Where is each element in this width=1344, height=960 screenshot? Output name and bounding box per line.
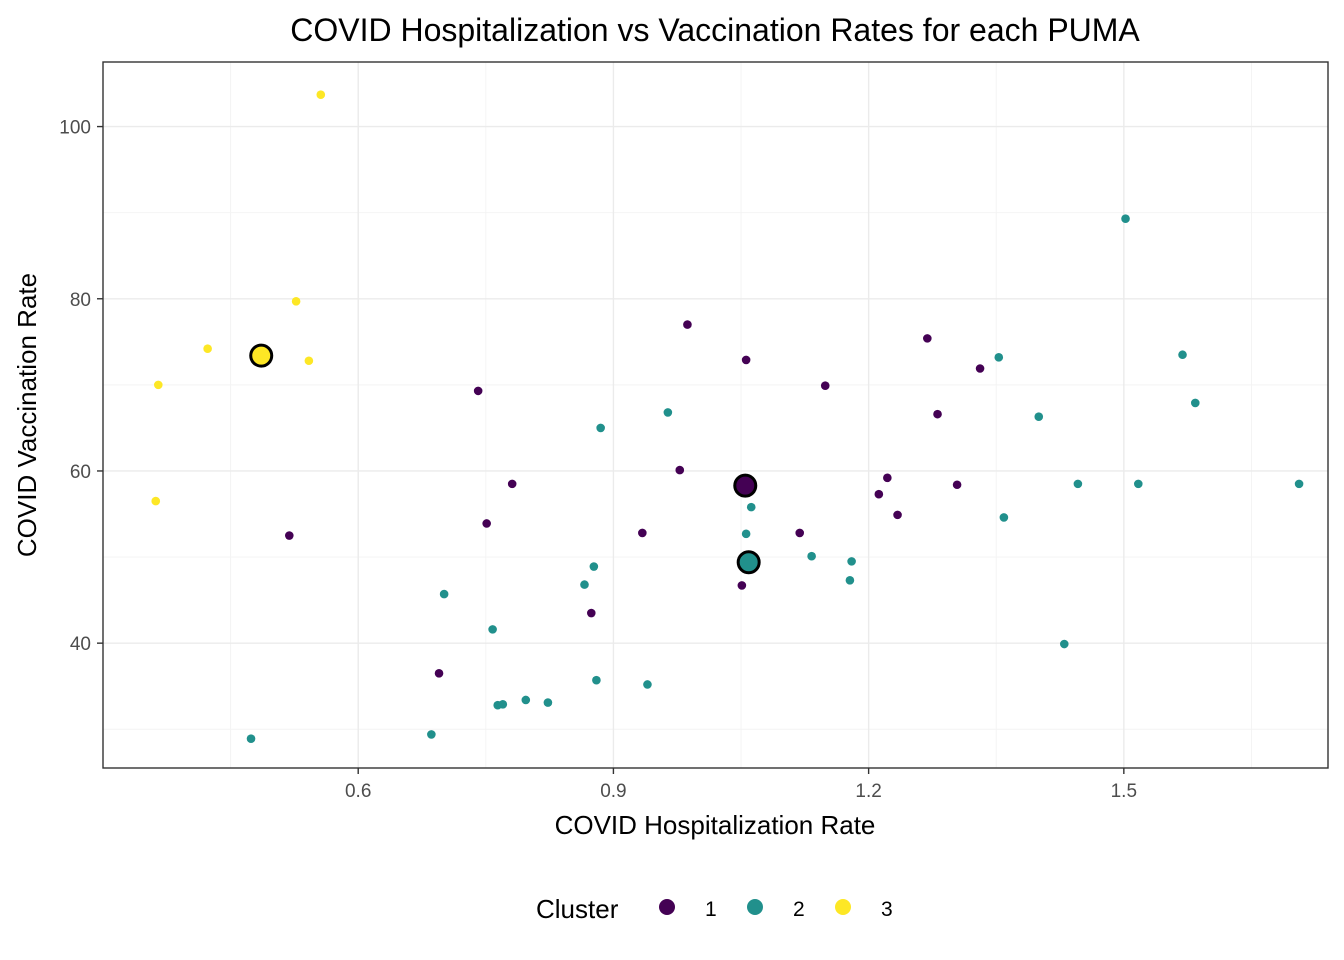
- data-point-cluster-2: [498, 699, 508, 709]
- data-point-cluster-2: [1133, 479, 1143, 489]
- data-point-cluster-2: [427, 730, 436, 739]
- centroid-cluster-2: [736, 550, 761, 575]
- data-point-cluster-1: [473, 386, 483, 396]
- x-tick-label: 0.6: [345, 781, 371, 802]
- y-tick-label: 60: [70, 462, 91, 483]
- data-point-cluster-1: [675, 465, 685, 475]
- y-axis-ticks: 40 60 80 100: [59, 118, 103, 655]
- data-point-cluster-2: [807, 551, 816, 561]
- data-point-cluster-2: [580, 580, 589, 589]
- x-axis-ticks: 0.6 0.9 1.2 1.5: [345, 768, 1137, 802]
- data-point-cluster-1: [586, 608, 596, 618]
- panel-border: [102, 61, 1329, 769]
- data-point-cluster-1: [952, 480, 962, 490]
- data-point-cluster-1: [507, 479, 517, 489]
- data-point-cluster-1: [482, 519, 491, 528]
- x-tick-label: 1.2: [855, 781, 881, 802]
- data-point-cluster-1: [795, 528, 805, 538]
- legend-label-1: 1: [705, 898, 717, 921]
- y-tick-label: 40: [70, 634, 91, 655]
- legend-key-1: [659, 899, 675, 915]
- data-point-cluster-3: [151, 496, 161, 506]
- data-point-cluster-2: [999, 513, 1009, 522]
- data-point-cluster-2: [589, 562, 599, 571]
- data-point-cluster-3: [153, 380, 163, 390]
- cluster-centroids: [249, 343, 761, 575]
- x-axis-title: COVID Hospitalization Rate: [555, 810, 876, 840]
- x-tick-label: 0.9: [600, 781, 626, 802]
- centroid-cluster-3: [249, 343, 274, 368]
- legend-key-2: [747, 899, 763, 915]
- legend-key-3: [835, 899, 851, 915]
- x-tick-label: 1.5: [1111, 781, 1137, 802]
- data-point-cluster-2: [994, 353, 1004, 362]
- data-point-cluster-1: [434, 668, 444, 678]
- data-point-cluster-2: [847, 557, 856, 566]
- grid-lines: [103, 62, 1328, 768]
- data-point-cluster-3: [316, 90, 326, 100]
- data-point-cluster-2: [1190, 398, 1200, 408]
- data-point-cluster-1: [820, 381, 830, 391]
- data-point-cluster-2: [543, 698, 553, 707]
- data-point-cluster-2: [741, 529, 751, 539]
- data-point-cluster-2: [596, 423, 605, 433]
- data-point-cluster-1: [975, 364, 985, 373]
- data-point-cluster-2: [663, 408, 673, 417]
- data-point-cluster-2: [1178, 350, 1187, 360]
- data-point-cluster-2: [488, 625, 497, 634]
- data-point-cluster-2: [1073, 479, 1083, 489]
- data-point-cluster-3: [291, 297, 301, 306]
- data-point-cluster-1: [883, 473, 892, 483]
- data-point-cluster-3: [304, 356, 314, 366]
- data-point-cluster-1: [638, 528, 647, 538]
- y-tick-label: 100: [59, 118, 91, 139]
- legend: Cluster 1 2 3: [536, 894, 893, 924]
- data-points: [151, 90, 1304, 744]
- data-point-cluster-1: [741, 355, 751, 365]
- data-point-cluster-1: [285, 531, 294, 540]
- data-point-cluster-2: [643, 680, 652, 689]
- data-point-cluster-1: [933, 409, 942, 419]
- chart-title: COVID Hospitalization vs Vaccination Rat…: [290, 12, 1140, 48]
- centroid-cluster-1: [733, 473, 758, 498]
- legend-label-2: 2: [793, 898, 805, 921]
- data-point-cluster-2: [1121, 214, 1130, 223]
- data-point-cluster-2: [1294, 479, 1304, 489]
- data-point-cluster-2: [439, 589, 449, 599]
- data-point-cluster-3: [203, 344, 212, 354]
- y-axis-title: COVID Vaccination Rate: [12, 273, 42, 557]
- data-point-cluster-1: [737, 581, 747, 590]
- legend-label-3: 3: [881, 898, 893, 921]
- data-point-cluster-1: [893, 510, 902, 520]
- data-point-cluster-2: [1059, 639, 1069, 649]
- legend-title: Cluster: [536, 894, 619, 924]
- data-point-cluster-2: [521, 695, 531, 705]
- data-point-cluster-2: [1034, 412, 1044, 422]
- data-point-cluster-2: [592, 675, 601, 685]
- y-tick-label: 80: [70, 290, 91, 311]
- data-point-cluster-1: [923, 334, 932, 343]
- data-point-cluster-1: [874, 489, 884, 499]
- data-point-cluster-2: [246, 734, 256, 744]
- data-point-cluster-1: [683, 320, 692, 329]
- data-point-cluster-2: [845, 576, 855, 585]
- data-point-cluster-2: [746, 502, 756, 512]
